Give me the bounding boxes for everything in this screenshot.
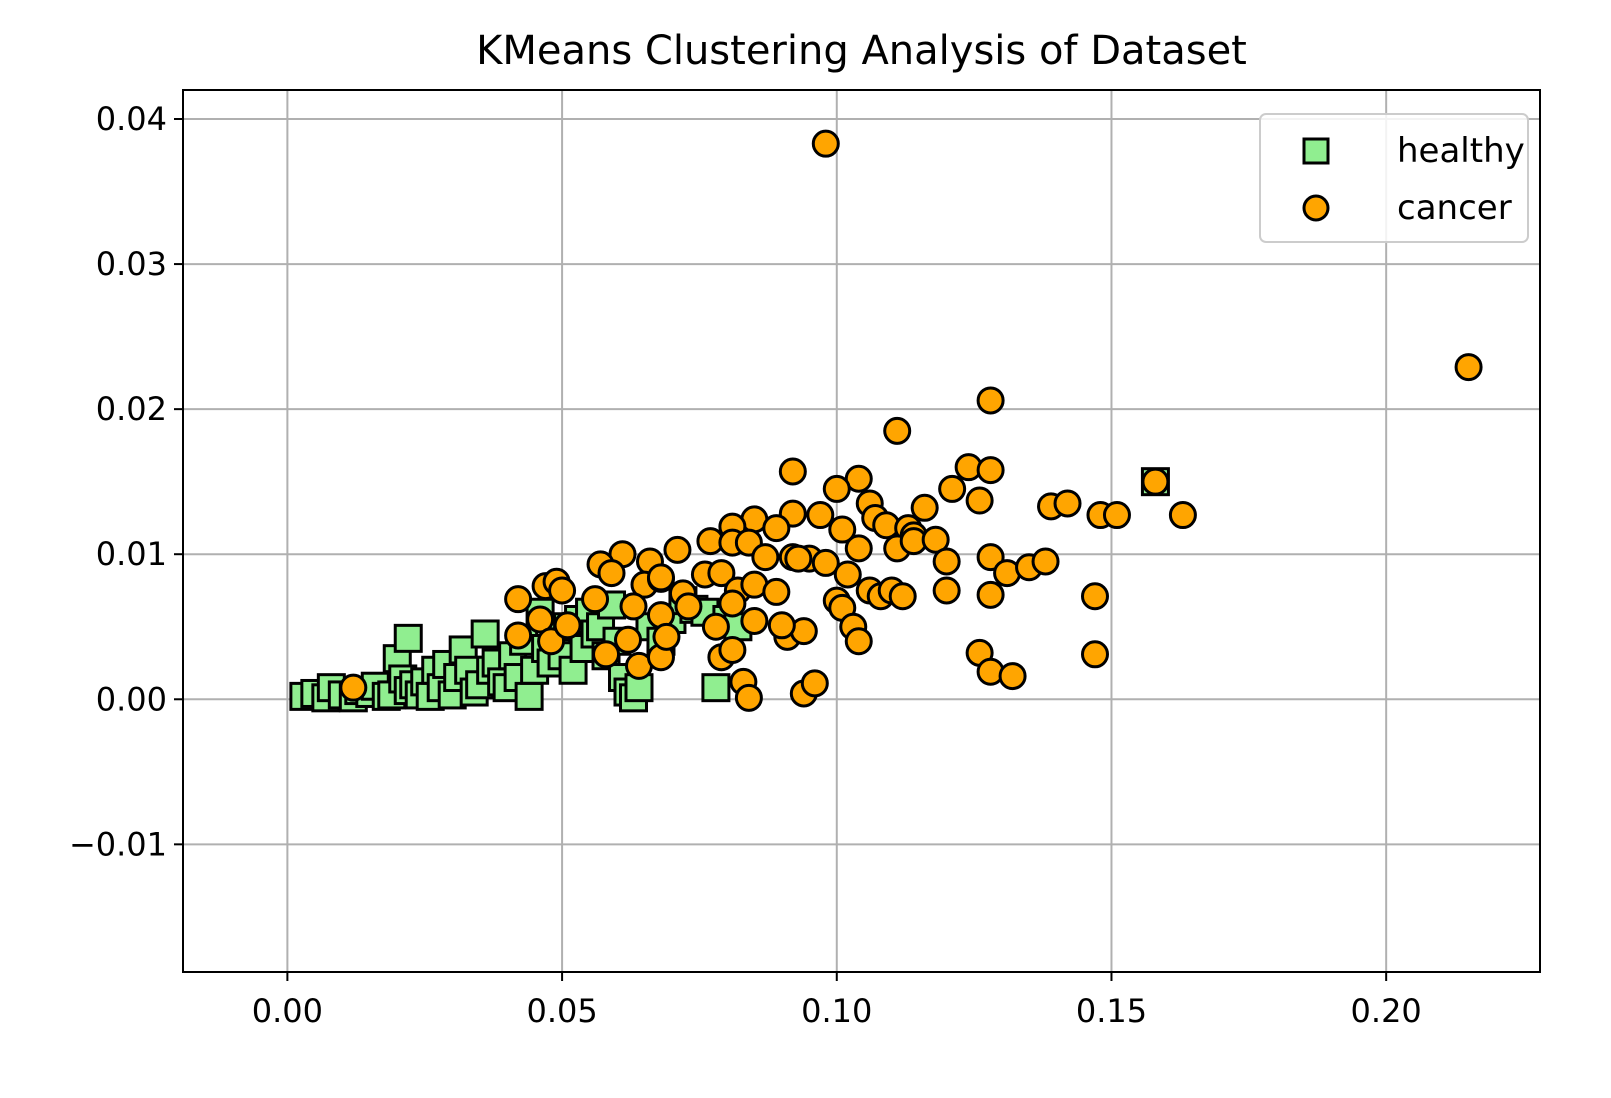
cancer-point <box>740 606 769 635</box>
cancer-point <box>921 525 950 554</box>
legend-cancer-marker <box>1302 194 1330 222</box>
cancer-point <box>526 605 555 634</box>
cancer-point <box>800 669 829 698</box>
cancer-point <box>1168 501 1197 530</box>
cancer-point <box>965 486 994 515</box>
cancer-point <box>888 582 917 611</box>
chart-title: KMeans Clustering Analysis of Dataset <box>476 28 1247 74</box>
cancer-point <box>833 560 862 589</box>
cancer-point <box>553 611 582 640</box>
y-tick-label: 0.04 <box>96 100 167 138</box>
cancer-point <box>811 129 840 158</box>
x-tick-label: 0.15 <box>1076 992 1147 1030</box>
cancer-point <box>652 622 681 651</box>
cancer-point <box>998 662 1027 691</box>
cancer-point <box>784 544 813 573</box>
cancer-point <box>504 585 533 614</box>
plot-area-frame <box>182 89 1541 973</box>
x-tick-label: 0.20 <box>1351 992 1422 1030</box>
cancer-point <box>822 474 851 503</box>
legend-healthy-marker <box>1302 137 1330 165</box>
cancer-point <box>339 673 368 702</box>
x-tick-label: 0.05 <box>526 992 597 1030</box>
cancer-point <box>762 514 791 543</box>
cancer-point <box>614 625 643 654</box>
cancer-point <box>1080 640 1109 669</box>
cancer-point <box>767 611 796 640</box>
y-tick-label: 0.03 <box>96 245 167 283</box>
y-tick-label: −0.01 <box>69 825 167 863</box>
healthy-point <box>514 681 544 711</box>
cancer-point <box>548 576 577 605</box>
axis-ticks: 0.00 0.05 0.10 0.15 0.20 −0.01 0.00 0.01 0.02 0.0… <box>69 100 1422 1030</box>
cancer-point <box>537 627 566 656</box>
cancer-point <box>504 621 533 650</box>
cancer-point <box>778 457 807 486</box>
cancer-point <box>976 456 1005 485</box>
x-tick-label: 0.10 <box>801 992 872 1030</box>
cancer-point <box>976 543 1005 572</box>
cancer-point <box>938 474 967 503</box>
cancer-point <box>883 416 912 445</box>
cancer-point <box>976 386 1005 415</box>
cancer-point <box>718 589 747 618</box>
cancer-point <box>718 635 747 664</box>
cancer-point <box>844 627 873 656</box>
cancer-point <box>646 563 675 592</box>
cancer-point <box>581 585 610 614</box>
healthy-point <box>393 623 423 653</box>
legend-label-cancer: cancer <box>1397 188 1512 228</box>
cancer-point <box>751 543 780 572</box>
cancer-point <box>1454 353 1483 382</box>
cancer-point <box>1031 547 1060 576</box>
cancer-point <box>932 547 961 576</box>
cancer-point <box>828 515 857 544</box>
cancer-point <box>663 535 692 564</box>
cancer-point <box>701 612 730 641</box>
cancer-point <box>674 592 703 621</box>
healthy-point <box>701 673 731 703</box>
y-tick-label: 0.02 <box>96 390 167 428</box>
cancer-point <box>932 576 961 605</box>
y-tick-label: 0.01 <box>96 535 167 573</box>
series-cancer <box>339 129 1483 712</box>
cancer-point <box>597 559 626 588</box>
legend-label-healthy: healthy <box>1397 131 1525 171</box>
cancer-point <box>811 548 840 577</box>
x-tick-label: 0.00 <box>252 992 323 1030</box>
cancer-point <box>910 493 939 522</box>
cancer-point <box>592 640 621 669</box>
cancer-point <box>707 559 736 588</box>
healthy-point <box>470 619 500 649</box>
cancer-point <box>806 501 835 530</box>
cancer-point <box>976 580 1005 609</box>
cancer-point <box>1141 467 1170 496</box>
data-points <box>289 129 1483 713</box>
cancer-point <box>762 577 791 606</box>
legend: healthy cancer <box>1259 113 1529 243</box>
cancer-point <box>1080 582 1109 611</box>
cancer-point <box>734 683 763 712</box>
cancer-point <box>619 592 648 621</box>
cancer-point <box>1102 501 1131 530</box>
y-tick-label: 0.00 <box>96 680 167 718</box>
cancer-point <box>1053 489 1082 518</box>
cancer-point <box>844 534 873 563</box>
